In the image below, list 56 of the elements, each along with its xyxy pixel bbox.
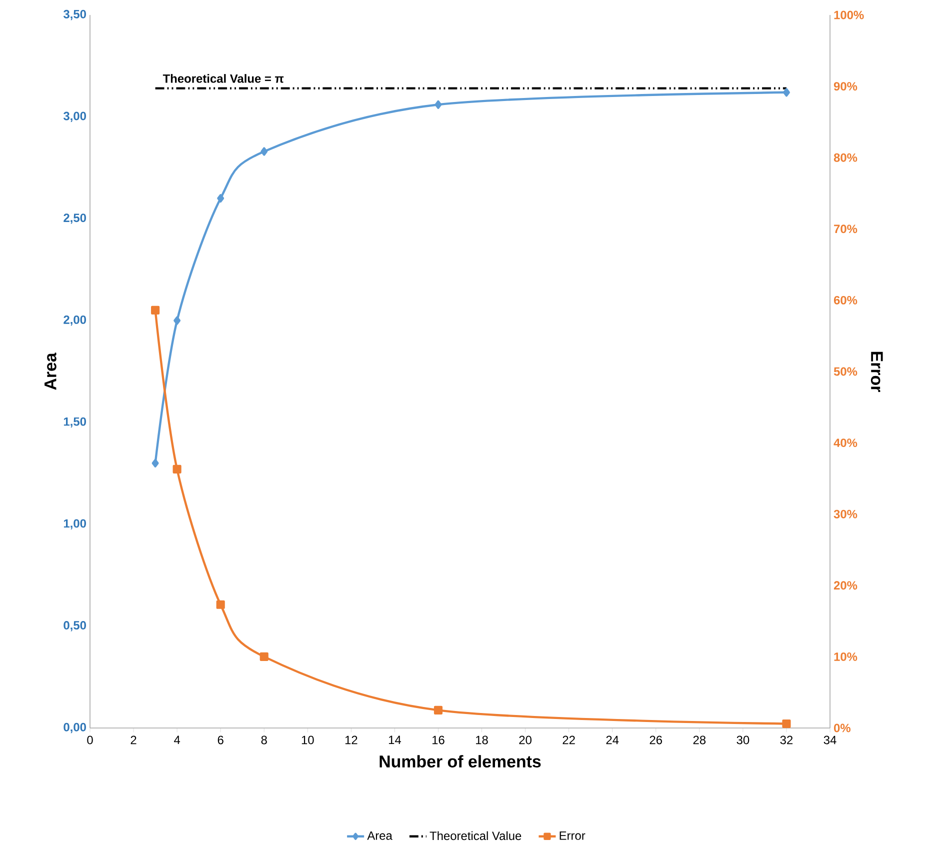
y2-tick-label: 10% <box>834 652 858 661</box>
point <box>260 147 268 156</box>
y2-axis-title: Error <box>870 352 883 392</box>
point <box>174 316 181 325</box>
x-axis-title: Number of elements <box>380 755 541 768</box>
y-tick-label: 1,50 <box>64 417 86 428</box>
point <box>260 652 268 661</box>
legend-label: Theoretical Value <box>430 831 522 840</box>
legend-label: Error <box>560 832 586 840</box>
y-tick-label: 2,50 <box>64 214 86 224</box>
x-tick-label: 26 <box>650 736 662 744</box>
y-tick-label: 0,00 <box>64 722 86 734</box>
y2-tick-label: 80% <box>834 153 858 162</box>
y2-tick-label: 20% <box>834 581 858 590</box>
point <box>782 719 791 728</box>
y2-tick-label: 40% <box>834 438 858 448</box>
x-tick-label: 14 <box>388 736 402 744</box>
point <box>434 100 442 109</box>
x-tick-label: 8 <box>261 736 267 744</box>
legend-label: Area <box>367 832 392 840</box>
x-tick-label: 18 <box>476 736 488 744</box>
x-tick-label: 30 <box>736 736 750 744</box>
annotation: Theoretical Value = π <box>162 74 284 83</box>
x-tick-label: 24 <box>606 736 619 744</box>
y2-tick-label: 100% <box>834 10 864 20</box>
y-tick-label: 1,00 <box>64 519 86 530</box>
y2-tick-label: 50% <box>834 367 858 376</box>
y-tick-label: 3,50 <box>63 10 86 20</box>
y-tick-label: 0,50 <box>64 621 86 632</box>
point <box>782 88 790 97</box>
y2-tick-label: 70% <box>834 224 858 234</box>
x-tick-label: 0 <box>87 736 93 744</box>
y-axis-title: Area <box>44 352 56 390</box>
x-tick-label: 6 <box>218 736 224 744</box>
x-tick-label: 10 <box>302 736 314 744</box>
x-tick-label: 20 <box>519 736 532 744</box>
y-tick-label: 3,00 <box>63 112 86 122</box>
y-tick-label: 2,00 <box>64 315 86 326</box>
point <box>216 600 225 609</box>
point <box>172 464 182 474</box>
x-tick-label: 16 <box>432 736 444 744</box>
x-tick-label: 2 <box>130 736 136 744</box>
y2-tick-label: 30% <box>834 510 858 518</box>
y2-tick-label: 0% <box>834 724 850 732</box>
point <box>217 194 224 203</box>
point <box>434 706 443 714</box>
x-tick-label: 22 <box>562 736 575 744</box>
x-tick-label: 4 <box>174 736 180 744</box>
x-tick-label: 12 <box>345 736 358 744</box>
point <box>152 458 159 468</box>
point <box>151 306 160 314</box>
x-tick-label: 34 <box>824 736 836 744</box>
y2-tick-label: 60% <box>834 296 858 304</box>
y2-tick-label: 90% <box>834 82 858 91</box>
x-tick-label: 32 <box>780 736 793 744</box>
x-tick-label: 28 <box>693 736 706 744</box>
